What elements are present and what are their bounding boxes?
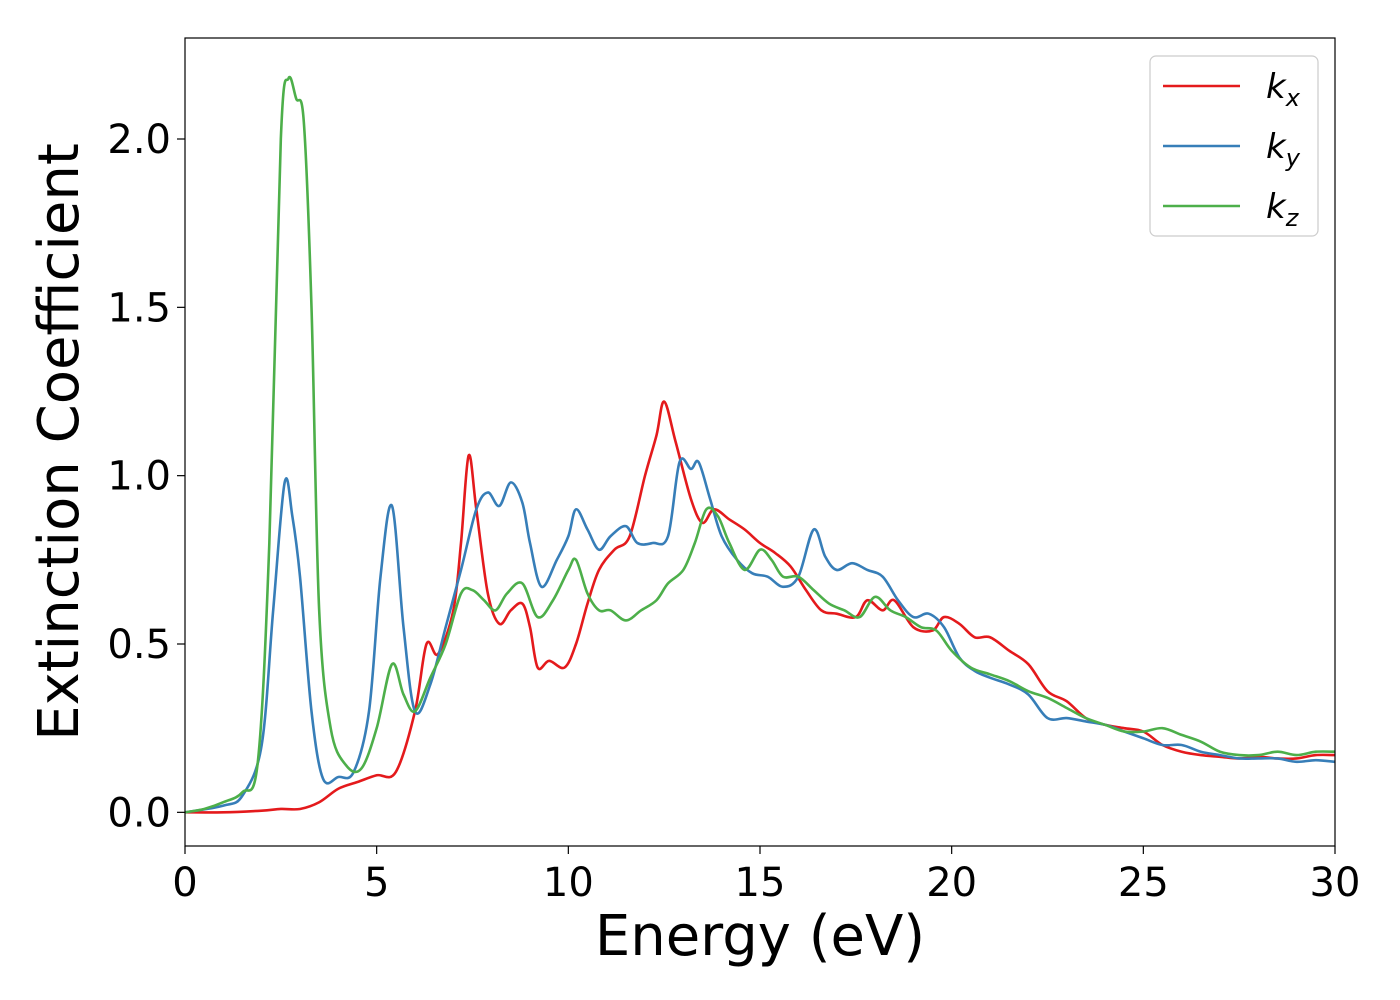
series-line-x [185, 400, 1335, 814]
legend-label-x: kx [1266, 67, 1301, 112]
y-tick-label: 1.5 [107, 285, 171, 331]
y-tick-label: 0.0 [107, 790, 171, 836]
legend-label-subscript: x [1285, 84, 1301, 112]
legend-label-base: k [1266, 187, 1287, 227]
x-tick-label: 30 [1310, 860, 1361, 906]
legend-label-subscript: y [1285, 144, 1301, 172]
legend-label-base: k [1266, 127, 1287, 167]
x-tick-label: 0 [172, 860, 197, 906]
legend-label-subscript: z [1285, 204, 1300, 232]
x-tick-label: 20 [926, 860, 977, 906]
series-line-z [185, 75, 1335, 814]
y-tick-label: 1.0 [107, 454, 171, 500]
x-tick-label: 10 [543, 860, 594, 906]
series-layer [185, 75, 1335, 814]
series-line-y [185, 457, 1335, 814]
x-axis: 0 5 10 15 20 25 30 [172, 846, 1360, 906]
x-tick-label: 5 [364, 860, 389, 906]
x-tick-label: 25 [1118, 860, 1169, 906]
y-tick-label: 0.5 [107, 622, 171, 668]
y-axis-label: Extinction Coefficient [27, 143, 92, 741]
x-axis-label: Energy (eV) [595, 904, 925, 969]
y-tick-label: 2.0 [107, 117, 171, 163]
y-axis: 0.0 0.5 1.0 1.5 2.0 [107, 117, 185, 836]
legend-label-z: kz [1266, 187, 1300, 232]
legend-label-y: ky [1266, 127, 1301, 172]
x-tick-label: 15 [735, 860, 786, 906]
legend-label-base: k [1266, 67, 1287, 107]
